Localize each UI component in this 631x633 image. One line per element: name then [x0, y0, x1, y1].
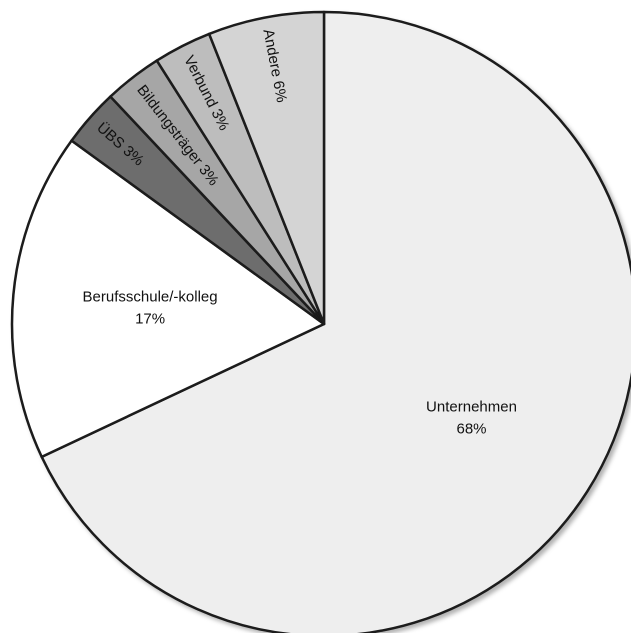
slice-berufsschule-kolleg	[10, 139, 326, 459]
slice-label-unternehmen: Unternehmen 68%	[426, 399, 517, 438]
slice-unternehmen	[40, 10, 631, 633]
slice-andere	[207, 10, 326, 326]
slice-label-berufsschule-kolleg: Berufsschule/-kolleg 17%	[83, 289, 218, 328]
pie-slices	[10, 10, 631, 633]
